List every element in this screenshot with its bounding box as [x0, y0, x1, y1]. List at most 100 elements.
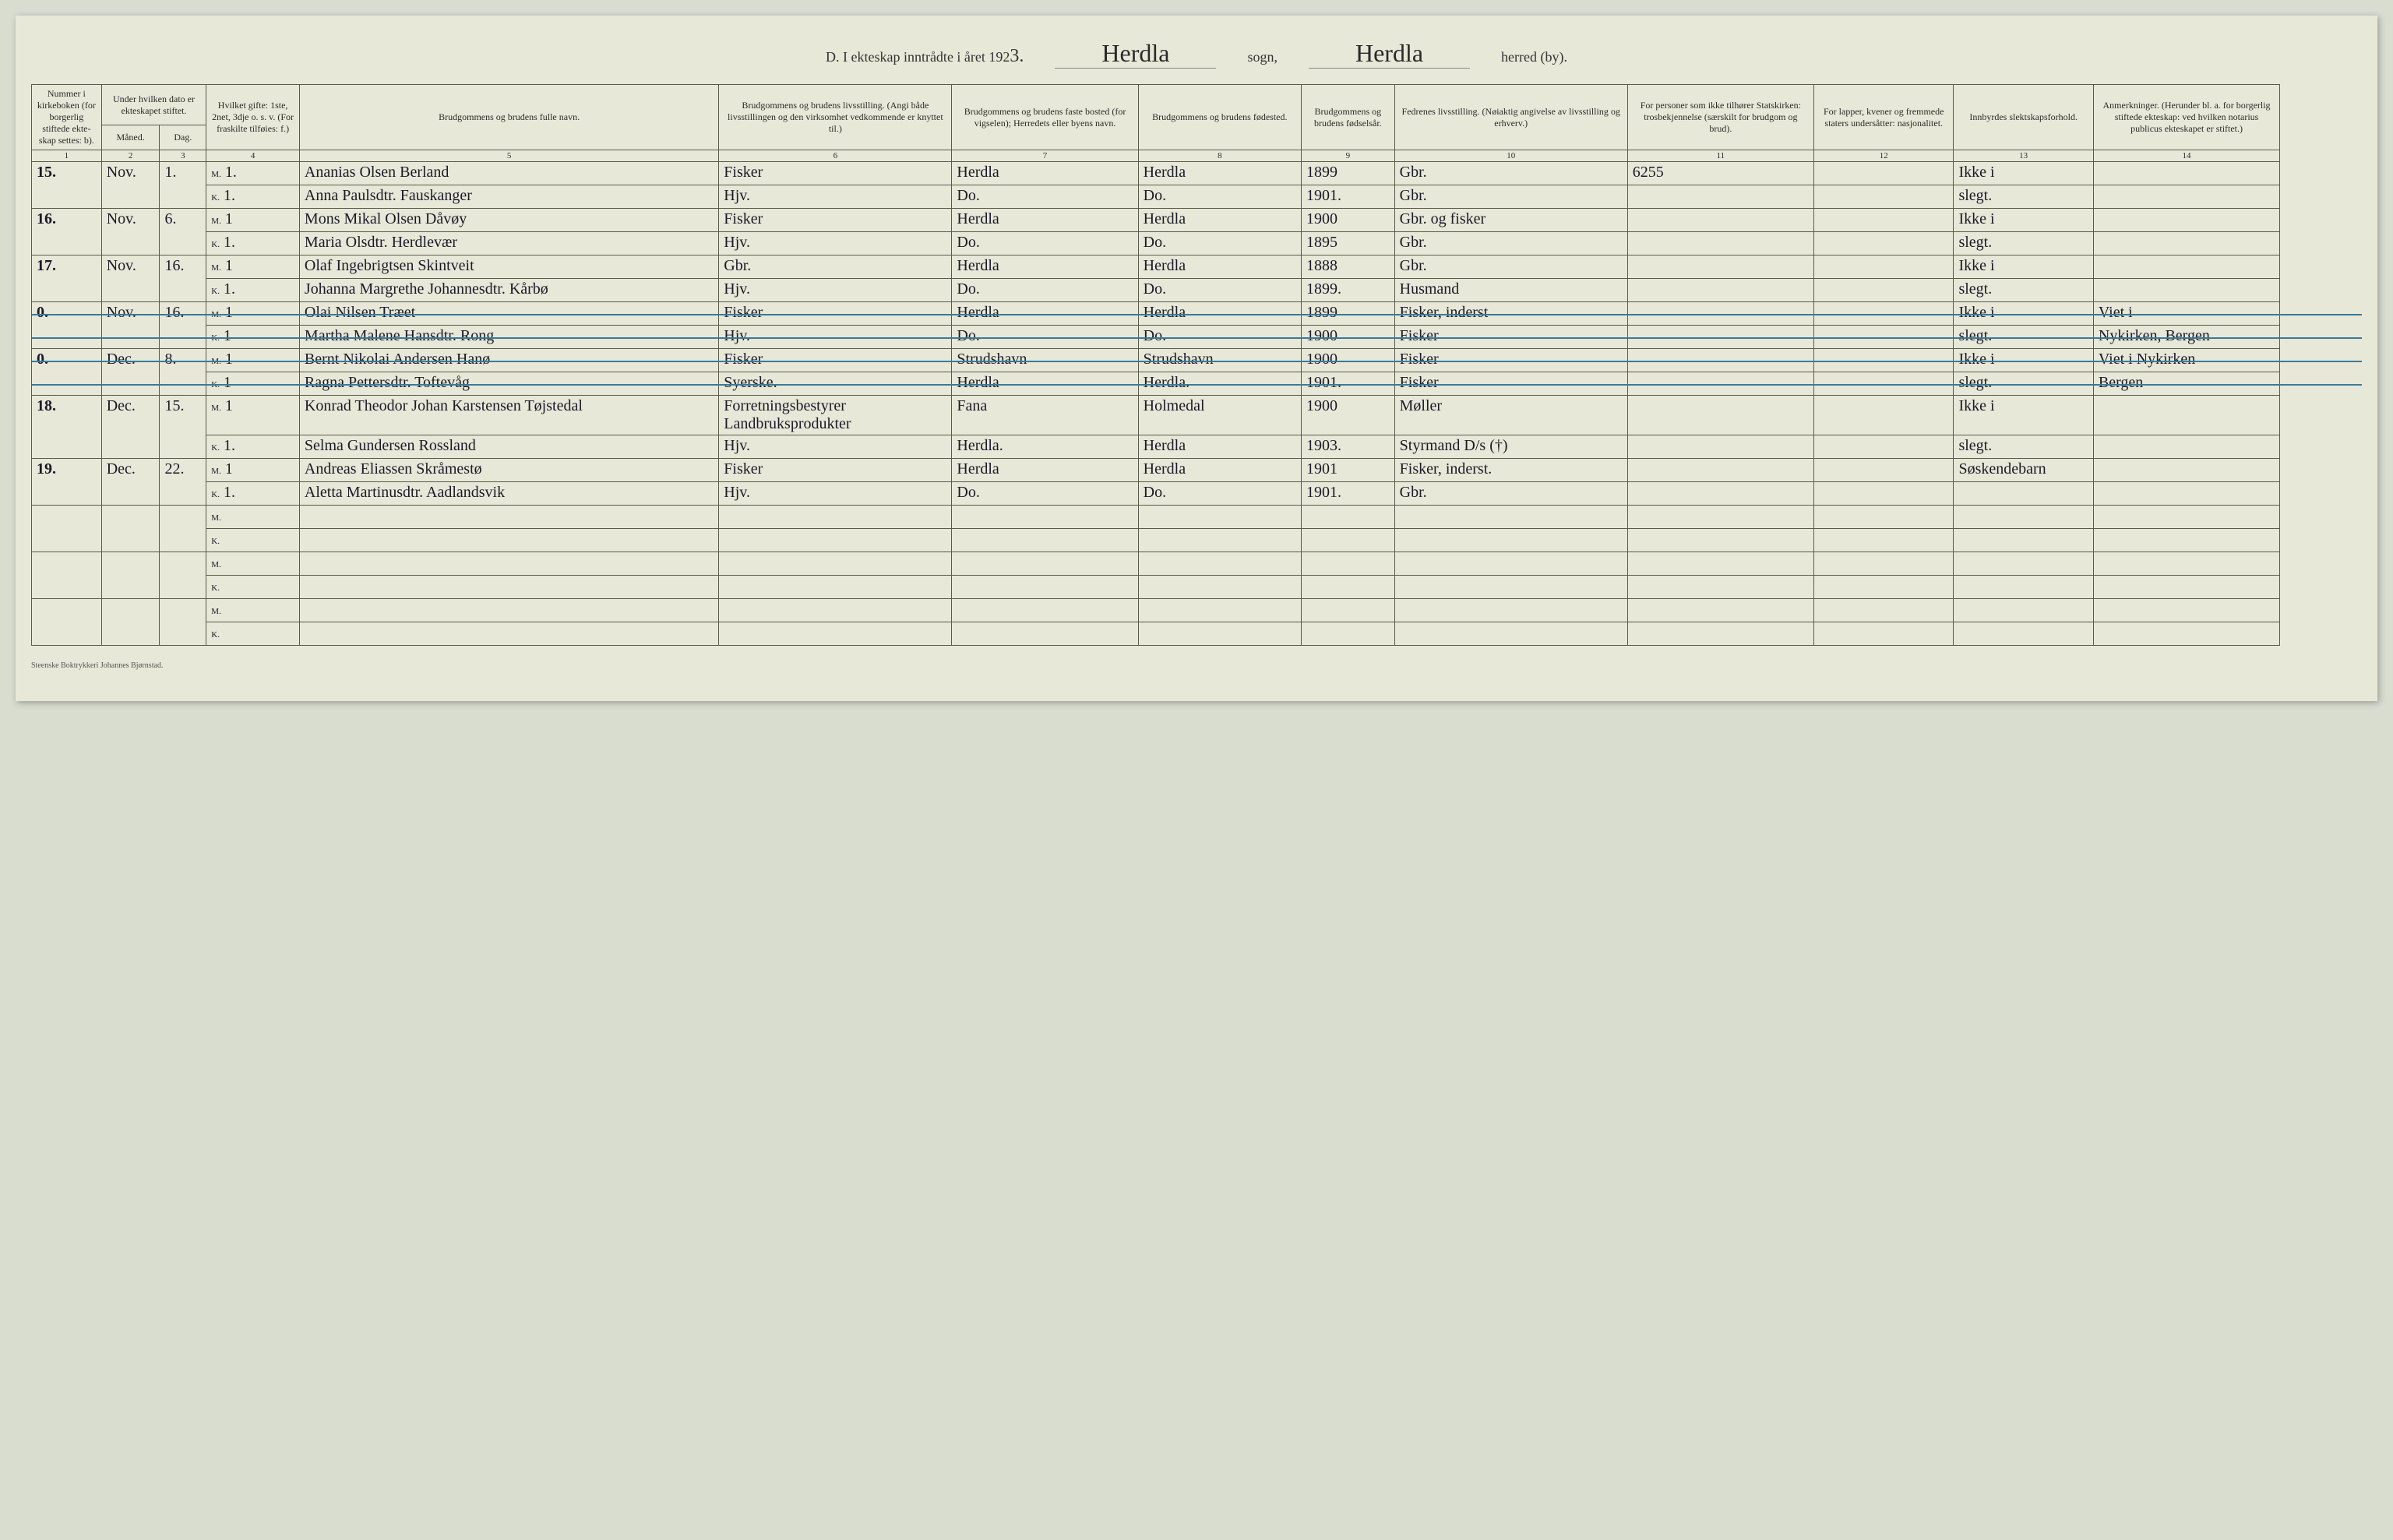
remarks: Viet i	[2093, 302, 2279, 326]
nationality	[1814, 326, 1954, 349]
col-header-10: Fedrenes livsstilling. (Nøiaktig angivel…	[1394, 85, 1627, 150]
remarks	[2093, 209, 2279, 232]
residence: Herdla	[952, 255, 1138, 279]
birth-year: 1899	[1302, 162, 1395, 185]
col-header-1: Nummer i kirke­boken (for bor­gerlig sti…	[32, 85, 102, 150]
gifte: K. 1	[206, 326, 300, 349]
father-occupation: Fisker	[1394, 326, 1627, 349]
full-name: Olai Nilsen Træet	[299, 302, 718, 326]
column-number: 10	[1394, 150, 1627, 162]
gifte: M.	[206, 552, 300, 576]
blank-cell	[1302, 576, 1395, 599]
kinship: Ikke i	[1954, 349, 2093, 372]
gifte: K. 1.	[206, 279, 300, 302]
table-row-blank: M.	[32, 552, 2362, 576]
blank-cell	[2093, 576, 2279, 599]
day: 16.	[160, 302, 206, 349]
full-name: Aletta Martinusdtr. Aadlandsvik	[299, 482, 718, 506]
birthplace: Herdla	[1138, 209, 1301, 232]
table-row: K. 1.Maria Olsdtr. HerdleværHjv.Do.Do.18…	[32, 232, 2362, 255]
blank-cell	[299, 576, 718, 599]
birth-year: 1900	[1302, 326, 1395, 349]
column-number: 1	[32, 150, 102, 162]
blank-cell	[1814, 552, 1954, 576]
kinship: Søskendebarn	[1954, 459, 2093, 482]
table-row: 17.Nov.16.M. 1Olaf Ingebrigtsen Skintvei…	[32, 255, 2362, 279]
col-header-11: For personer som ikke tilhører Statskirk…	[1627, 85, 1813, 150]
blank-cell	[1138, 552, 1301, 576]
blank-cell	[1814, 622, 1954, 646]
full-name: Andreas Eliassen Skråmestø	[299, 459, 718, 482]
kinship: slegt.	[1954, 232, 2093, 255]
birth-year: 1900	[1302, 209, 1395, 232]
kinship: Ikke i	[1954, 302, 2093, 326]
blank-cell	[1627, 622, 1813, 646]
blank-cell	[2093, 622, 2279, 646]
father-occupation: Gbr. og fisker	[1394, 209, 1627, 232]
confession	[1627, 349, 1813, 372]
column-number: 11	[1627, 150, 1813, 162]
header-prefix: D. I ekteskap inntrådte i året 1923.	[826, 46, 1024, 67]
day: 16.	[160, 255, 206, 302]
nationality	[1814, 435, 1954, 459]
birth-year: 1899.	[1302, 279, 1395, 302]
table-row: K. 1Martha Malene Hansdtr. RongHjv.Do.Do…	[32, 326, 2362, 349]
marriage-register-table: Nummer i kirke­boken (for bor­gerlig sti…	[31, 84, 2362, 646]
column-number: 2	[101, 150, 160, 162]
column-number: 5	[299, 150, 718, 162]
remarks: Viet i Nykirken	[2093, 349, 2279, 372]
gifte: K.	[206, 576, 300, 599]
birthplace: Herdla	[1138, 255, 1301, 279]
table-row: K. 1.Anna Paulsdtr. FauskangerHjv.Do.Do.…	[32, 185, 2362, 209]
sogn-label: sogn,	[1247, 49, 1278, 65]
blank-cell	[1814, 506, 1954, 529]
confession	[1627, 279, 1813, 302]
col-header-13: Innbyrdes slektskapsforhold.	[1954, 85, 2093, 150]
residence: Do.	[952, 279, 1138, 302]
blank-cell	[299, 506, 718, 529]
birthplace: Herdla	[1138, 459, 1301, 482]
blank-cell	[1814, 599, 1954, 622]
confession	[1627, 372, 1813, 396]
nationality	[1814, 185, 1954, 209]
nationality	[1814, 372, 1954, 396]
birth-year: 1901.	[1302, 482, 1395, 506]
full-name: Mons Mikal Olsen Dåvøy	[299, 209, 718, 232]
month: Nov.	[101, 302, 160, 349]
kinship: slegt.	[1954, 435, 2093, 459]
blank-cell	[1394, 576, 1627, 599]
blank-cell	[952, 506, 1138, 529]
record-number: 18.	[32, 396, 102, 459]
occupation: Hjv.	[719, 185, 952, 209]
col-header-9: Brudgom­mens og brudens fødsels­år.	[1302, 85, 1395, 150]
table-row-blank: M.	[32, 506, 2362, 529]
occupation: Fisker	[719, 349, 952, 372]
col-header-5: Brudgommens og brudens fulle navn.	[299, 85, 718, 150]
birth-year: 1900	[1302, 396, 1395, 435]
birthplace: Do.	[1138, 232, 1301, 255]
remarks	[2093, 482, 2279, 506]
col-header-8: Brudgommens og brudens fødested.	[1138, 85, 1301, 150]
day	[160, 552, 206, 599]
kinship: Ikke i	[1954, 255, 2093, 279]
occupation: Hjv.	[719, 482, 952, 506]
table-row: K. 1.Selma Gundersen RosslandHjv.Herdla.…	[32, 435, 2362, 459]
residence: Do.	[952, 185, 1138, 209]
table-row: 18.Dec.15.M. 1Konrad Theodor Johan Karst…	[32, 396, 2362, 435]
father-occupation: Styrmand D/s (†)	[1394, 435, 1627, 459]
remarks	[2093, 255, 2279, 279]
blank-cell	[1627, 506, 1813, 529]
full-name: Ragna Pettersdtr. Toftevåg	[299, 372, 718, 396]
confession	[1627, 459, 1813, 482]
table-row-blank: K.	[32, 576, 2362, 599]
birth-year: 1901.	[1302, 185, 1395, 209]
printer-footer: Steenske Boktrykkeri Johannes Bjørnstad.	[31, 661, 2362, 670]
blank-cell	[1954, 622, 2093, 646]
occupation: Hjv.	[719, 435, 952, 459]
birthplace: Do.	[1138, 482, 1301, 506]
birthplace: Do.	[1138, 185, 1301, 209]
table-row: K. 1Ragna Pettersdtr. ToftevågSyerske.He…	[32, 372, 2362, 396]
birthplace: Holmedal	[1138, 396, 1301, 435]
occupation: Syerske.	[719, 372, 952, 396]
nationality	[1814, 396, 1954, 435]
